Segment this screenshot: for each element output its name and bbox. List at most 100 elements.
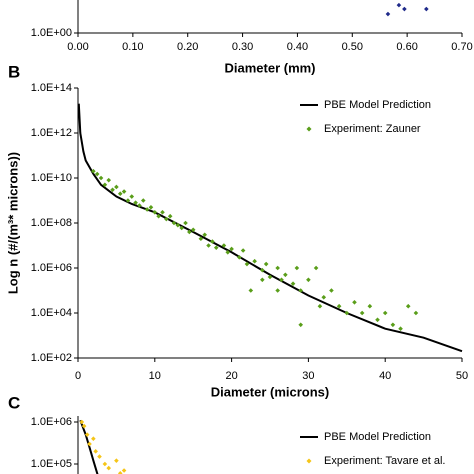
x-tick-label: 20	[225, 370, 237, 382]
data-point	[91, 168, 96, 174]
data-point	[106, 465, 112, 471]
x-tick-label: 0.10	[122, 41, 143, 53]
data-point	[396, 2, 402, 8]
data-point	[375, 317, 380, 323]
data-point	[198, 236, 204, 242]
data-point	[91, 436, 96, 442]
legend-marker	[306, 458, 312, 464]
x-tick-label: 0.40	[287, 41, 308, 53]
legend-label: PBE Model Prediction	[324, 99, 431, 111]
x-tick-label: 10	[149, 370, 161, 382]
panel-label: C	[8, 393, 20, 412]
data-point	[306, 277, 311, 283]
x-tick-label: 0.20	[177, 41, 198, 53]
y-axis-title: Log n (#/(m³* microns))	[5, 152, 20, 294]
data-point	[117, 471, 123, 474]
data-point	[97, 454, 102, 459]
data-point	[344, 310, 350, 316]
x-tick-label: 30	[302, 370, 314, 382]
legend-label: Experiment: Tavare et al.	[324, 455, 445, 467]
data-point	[263, 261, 269, 267]
data-point	[290, 281, 296, 287]
y-tick-label: 1.0E+06	[31, 416, 72, 428]
data-point	[390, 322, 396, 328]
data-point	[140, 198, 146, 203]
data-point	[283, 272, 288, 278]
x-tick-label: 50	[456, 370, 468, 382]
data-point	[213, 245, 219, 250]
data-point	[133, 200, 138, 205]
data-point	[267, 274, 273, 280]
data-point	[329, 288, 334, 293]
data-point	[98, 175, 104, 181]
data-point	[236, 254, 242, 260]
data-point	[175, 222, 181, 228]
data-point	[121, 468, 127, 473]
data-point	[114, 458, 119, 463]
data-point	[206, 243, 211, 248]
y-tick-label: 1.0E+08	[31, 217, 72, 229]
data-point	[102, 182, 108, 188]
data-point	[405, 303, 411, 309]
data-point	[240, 248, 246, 253]
data-point	[183, 220, 188, 226]
data-point	[248, 288, 254, 293]
y-tick-label: 1.0E+00	[31, 27, 72, 39]
data-point	[352, 299, 357, 305]
legend-marker	[306, 126, 312, 132]
data-point	[114, 184, 119, 190]
data-point	[106, 177, 112, 183]
data-point	[187, 229, 192, 235]
data-point	[179, 225, 184, 231]
x-tick-label: 0.70	[451, 41, 472, 53]
x-tick-label: 0.00	[67, 41, 88, 53]
x-tick-label: 0.30	[232, 41, 253, 53]
y-tick-label: 1.0E+02	[31, 352, 72, 364]
x-axis-title: Diameter (microns)	[211, 384, 329, 399]
data-point	[317, 303, 323, 309]
x-tick-label: 0.50	[342, 41, 363, 53]
data-point	[87, 441, 92, 447]
data-point	[398, 326, 403, 332]
data-point	[121, 189, 127, 194]
y-tick-label: 1.0E+12	[31, 127, 72, 139]
data-point	[385, 11, 391, 17]
data-point	[210, 239, 215, 244]
x-tick-label: 0	[75, 370, 81, 382]
data-point	[117, 191, 123, 197]
data-point	[298, 322, 304, 328]
data-point	[298, 288, 304, 293]
data-point	[244, 261, 250, 267]
data-point	[275, 288, 280, 293]
data-point	[190, 227, 196, 233]
data-point	[160, 209, 165, 215]
data-point	[260, 277, 265, 283]
data-point	[294, 265, 300, 271]
data-point	[221, 243, 227, 248]
data-point	[336, 303, 342, 309]
data-point	[137, 203, 142, 208]
data-point	[93, 449, 98, 454]
legend-label: PBE Model Prediction	[324, 431, 431, 443]
data-point	[202, 232, 208, 238]
y-tick-label: 1.0E+06	[31, 262, 72, 274]
data-point	[129, 194, 135, 199]
y-tick-label: 1.0E+04	[31, 307, 72, 319]
data-point	[167, 213, 173, 219]
data-point	[125, 198, 131, 203]
data-point	[279, 277, 284, 283]
data-point	[359, 310, 365, 316]
data-point	[229, 246, 234, 252]
data-point	[94, 171, 100, 177]
panel-label: B	[8, 62, 20, 81]
data-point	[102, 461, 108, 467]
data-point	[152, 209, 158, 215]
data-point	[424, 6, 429, 12]
legend-label: Experiment: Zauner	[324, 123, 421, 135]
data-point	[402, 6, 407, 12]
x-tick-label: 40	[379, 370, 391, 382]
data-point	[79, 419, 85, 425]
data-point	[171, 220, 177, 226]
data-point	[81, 423, 87, 429]
